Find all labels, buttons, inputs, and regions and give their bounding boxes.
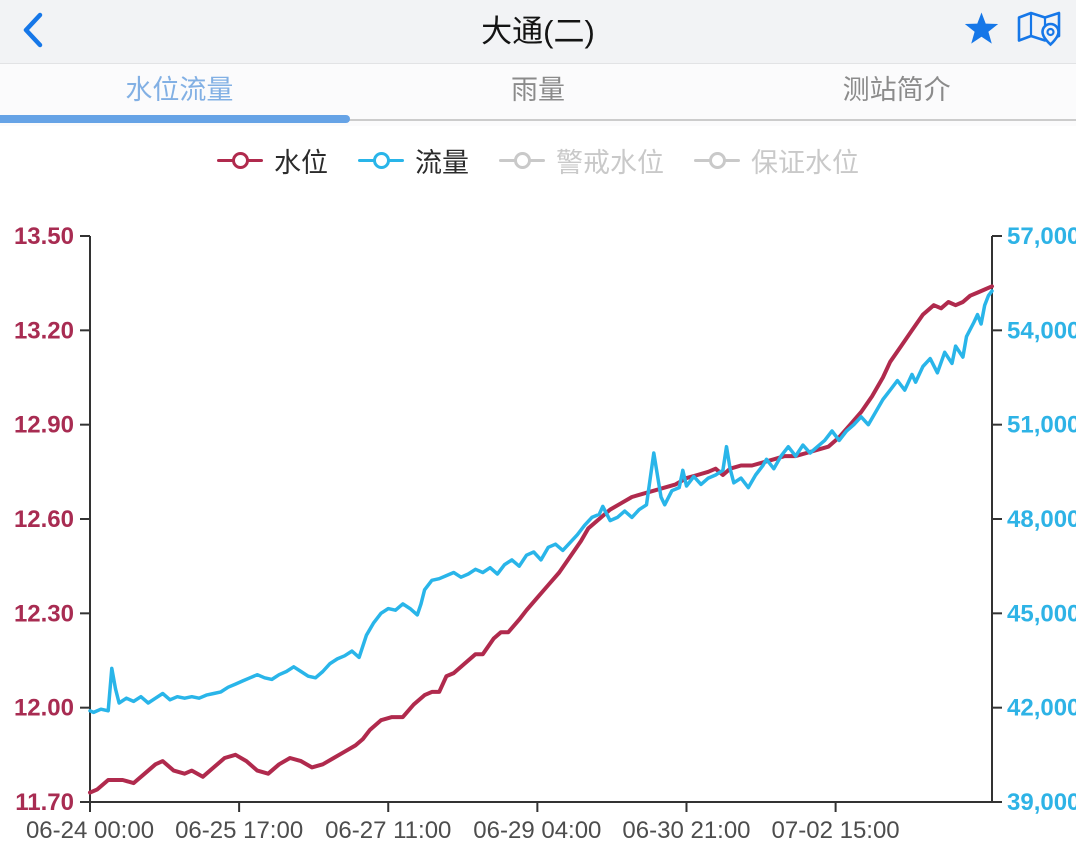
tab-rainfall[interactable]: 雨量	[511, 75, 565, 105]
header: 大通(二)	[0, 0, 1076, 64]
svg-text:12.90: 12.90	[14, 412, 74, 439]
svg-text:12.30: 12.30	[14, 600, 74, 627]
guarantee-level-marker-icon	[694, 152, 740, 169]
svg-text:06-24 00:00: 06-24 00:00	[26, 817, 154, 843]
svg-text:51,000: 51,000	[1007, 412, 1076, 439]
legend-label: 流量	[415, 148, 469, 178]
svg-text:12.00: 12.00	[14, 695, 74, 722]
favorite-button[interactable]	[963, 11, 1000, 53]
legend-label: 警戒水位	[556, 148, 664, 178]
svg-text:57,000: 57,000	[1007, 223, 1076, 250]
water-level-flow-chart[interactable]: 13.50 13.20 12.90 12.60 12.30 12.00 11.70 57,00…	[0, 183, 1076, 843]
tab-station-info[interactable]: 测站简介	[842, 75, 951, 105]
tab-water-level-flow[interactable]: 水位流量	[125, 75, 234, 105]
svg-text:06-25 17:00: 06-25 17:00	[175, 817, 303, 843]
legend-label: 水位	[274, 148, 328, 178]
active-tab-underline	[0, 115, 350, 123]
svg-text:39,000: 39,000	[1007, 789, 1076, 816]
flow-marker-icon	[358, 152, 404, 169]
svg-text:54,000: 54,000	[1007, 317, 1076, 344]
svg-text:45,000: 45,000	[1007, 600, 1076, 627]
svg-text:06-29 04:00: 06-29 04:00	[473, 817, 601, 843]
svg-text:12.60: 12.60	[14, 506, 74, 533]
page-title: 大通(二)	[481, 14, 595, 49]
svg-text:06-30 21:00: 06-30 21:00	[622, 817, 750, 843]
svg-text:07-02 15:00: 07-02 15:00	[772, 817, 900, 843]
svg-text:11.70: 11.70	[15, 789, 74, 816]
legend-label: 保证水位	[751, 148, 859, 178]
svg-text:48,000: 48,000	[1007, 506, 1076, 533]
map-button[interactable]	[1016, 8, 1062, 55]
legend-item-guarantee-level[interactable]: 保证水位	[694, 141, 859, 180]
legend-item-warning-level[interactable]: 警戒水位	[499, 141, 664, 180]
chart-legend: 水位 流量 警戒水位 保证水位	[0, 141, 1076, 180]
svg-text:13.20: 13.20	[14, 317, 74, 344]
water-level-marker-icon	[217, 152, 263, 169]
svg-text:06-27 11:00: 06-27 11:00	[325, 817, 451, 843]
back-button[interactable]	[18, 10, 58, 54]
svg-text:42,000: 42,000	[1007, 695, 1076, 722]
warning-level-marker-icon	[499, 152, 545, 169]
legend-item-flow[interactable]: 流量	[358, 141, 469, 180]
legend-item-water-level[interactable]: 水位	[217, 141, 328, 180]
tab-bar: 水位流量 雨量 测站简介	[0, 64, 1076, 126]
chevron-left-icon	[18, 8, 46, 57]
svg-text:13.50: 13.50	[14, 223, 74, 250]
tab-track-line	[0, 119, 1076, 121]
header-actions	[963, 0, 1062, 63]
map-pin-icon	[1016, 8, 1062, 55]
star-icon	[963, 11, 1000, 53]
